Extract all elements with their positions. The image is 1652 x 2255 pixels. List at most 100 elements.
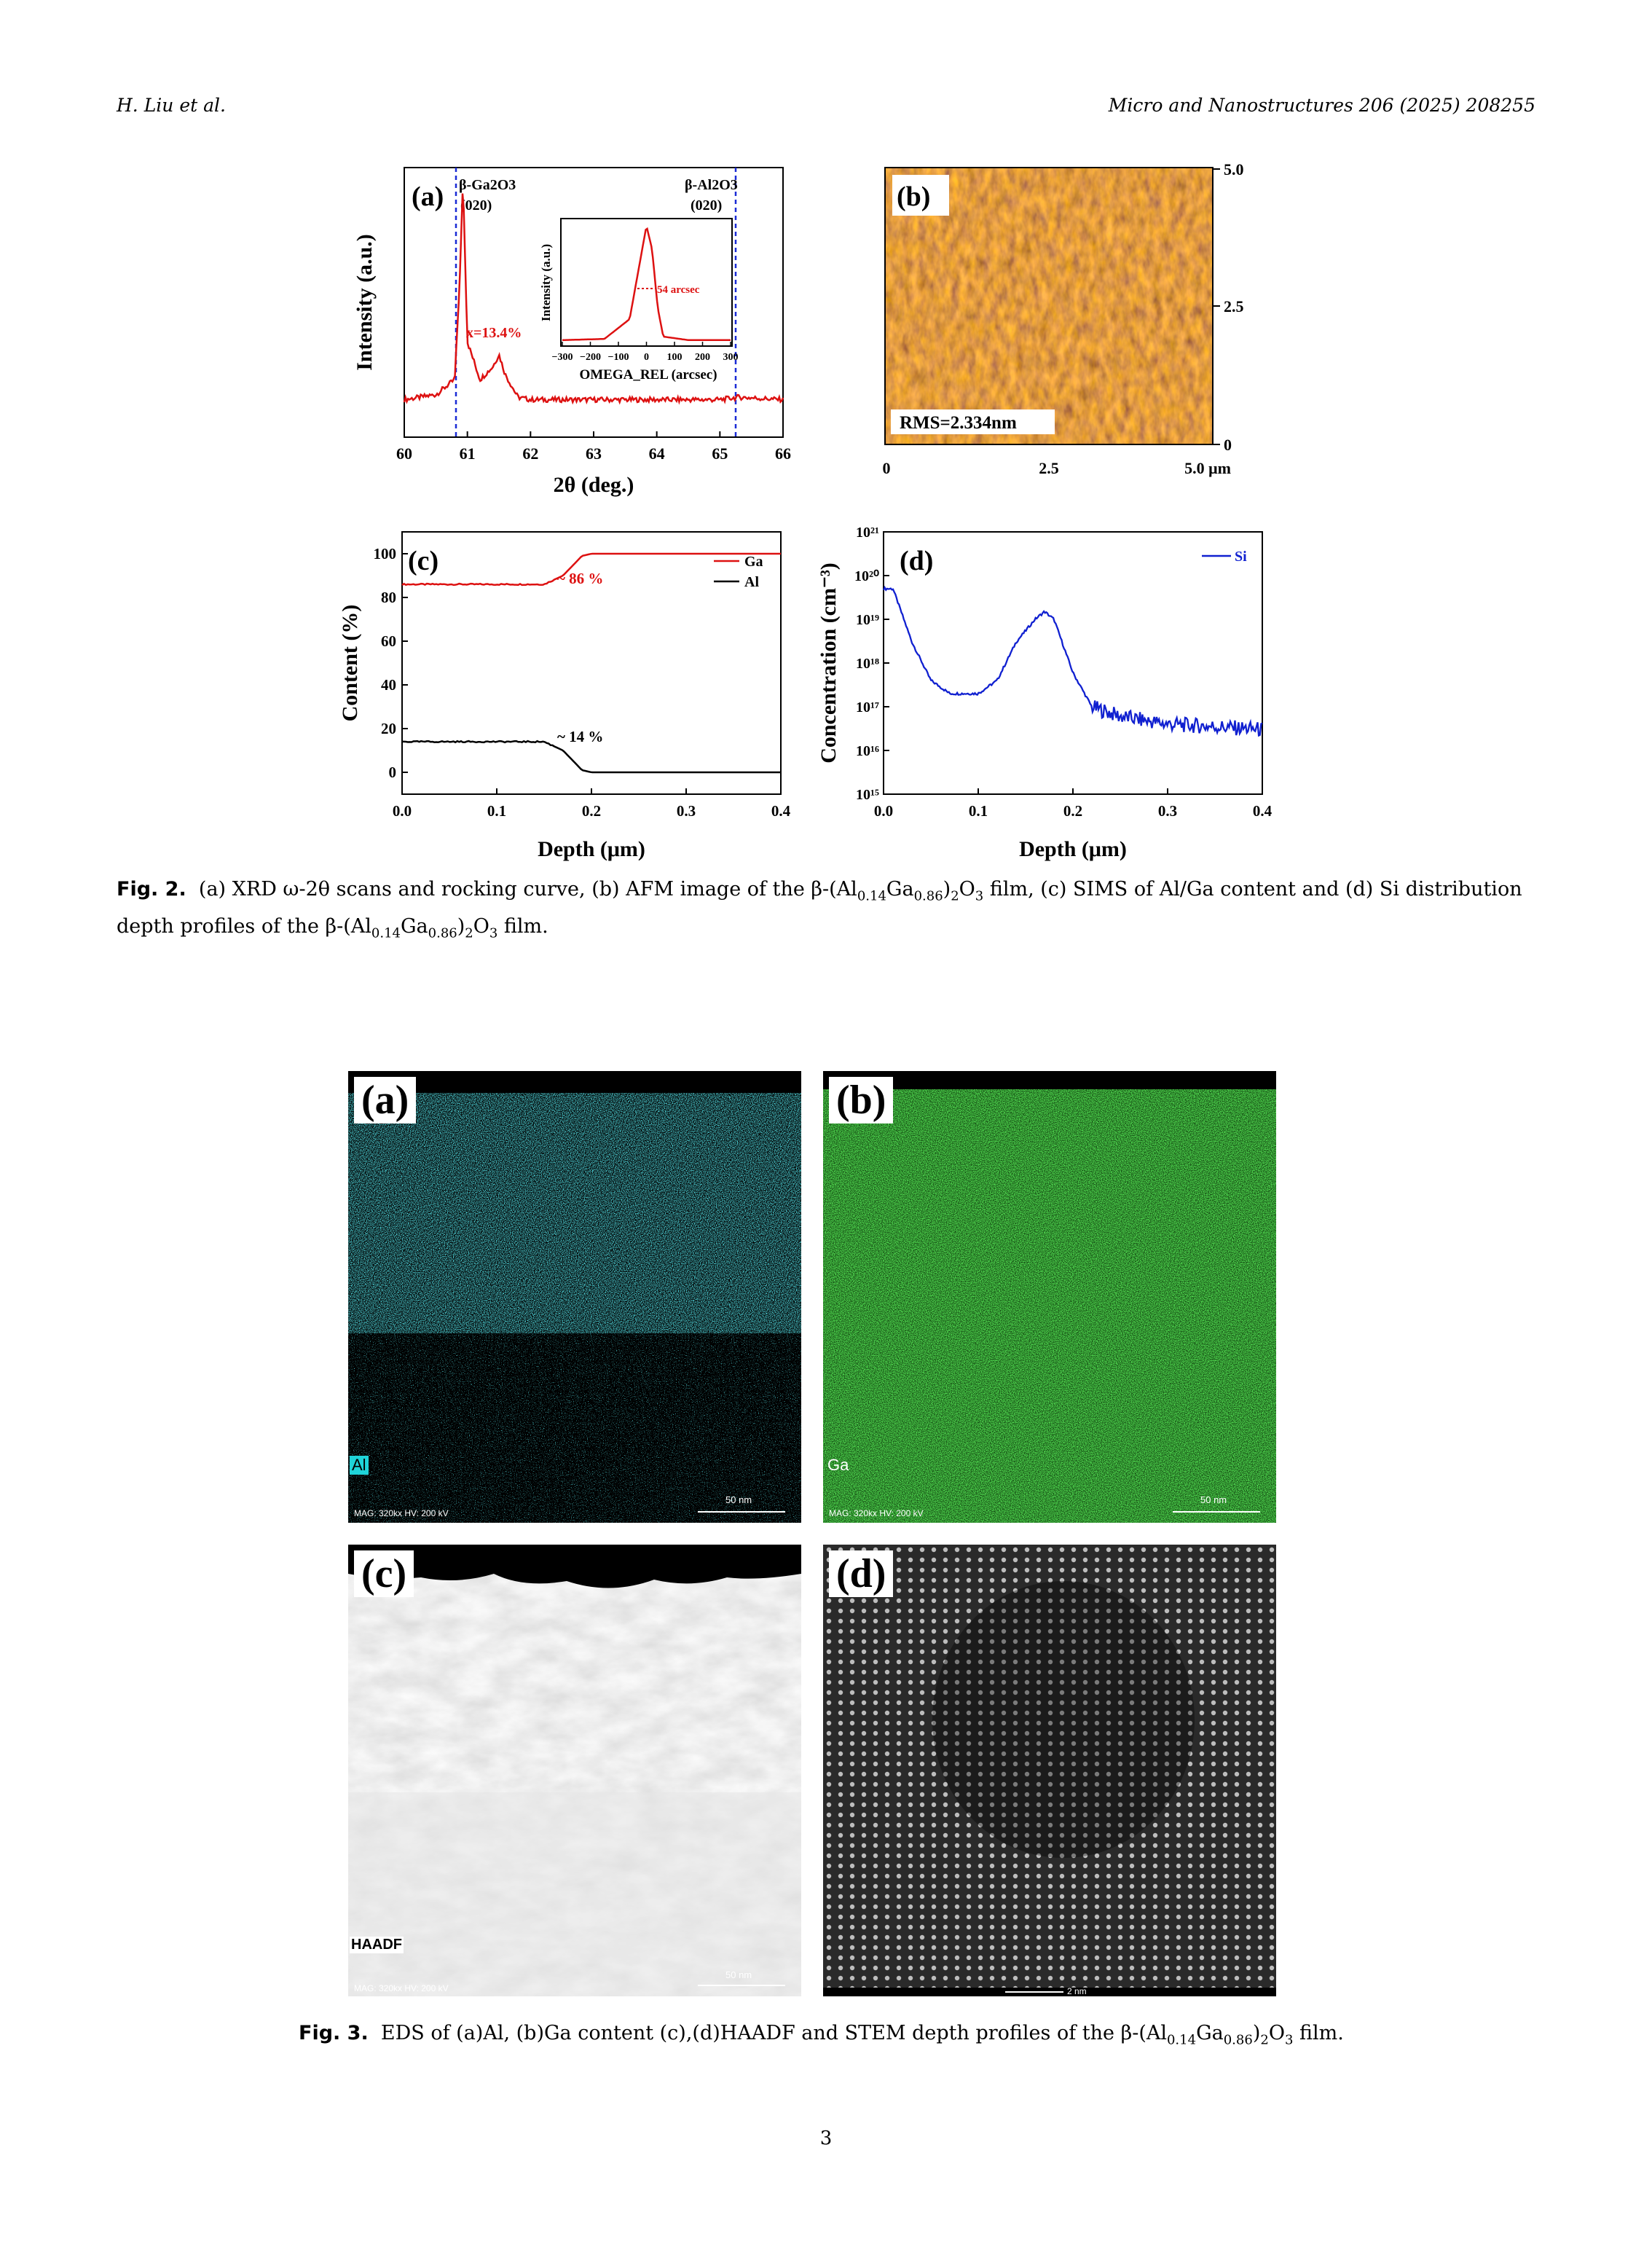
- fig2-caption: Fig. 2. (a) XRD ω-2θ scans and rocking c…: [117, 878, 1522, 941]
- fig2-panel-a: (a) Intensity (a.u.) 2θ (deg.) 60 61 62 63 6…: [353, 167, 791, 497]
- running-head-journal: Micro and Nanostructures 206 (2025) 2082…: [1108, 95, 1535, 116]
- panel-d-ylabel: Concentration (cm⁻³): [817, 562, 841, 764]
- a-xtick-label: 66: [775, 444, 791, 463]
- a-xtick-label: 61: [460, 444, 476, 463]
- a-xtick-label: 60: [396, 444, 412, 463]
- a-xtick-label: 62: [522, 444, 538, 463]
- d-ytick-label: 10¹⁶: [856, 743, 879, 759]
- panel-d-xlabel: Depth (μm): [1019, 837, 1127, 861]
- eds-b-scale: 50 nm: [1200, 1494, 1227, 1505]
- fig2-panel-c: (c) Content (%) Depth (μm) 0.0 0.1 0.2 0.3 0…: [338, 531, 791, 861]
- panel-d-label: (d): [900, 546, 933, 576]
- fig3-caption: Fig. 3. EDS of (a)Al, (b)Ga content (c),…: [299, 2022, 1344, 2048]
- d-ytick-label: 10²¹: [856, 525, 879, 541]
- d-xtick-label: 0.1: [969, 802, 988, 820]
- d-ytick-label: 10¹⁹: [856, 612, 879, 628]
- haadf-footer: MAG: 320kx HV: 200 kV: [354, 1983, 449, 1993]
- panel-a-label: (a): [412, 181, 444, 212]
- panel-c-ylabel: Content (%): [338, 605, 362, 722]
- d-ytick-label: 10²⁰: [854, 568, 879, 584]
- d-xtick-label: 0.2: [1063, 802, 1082, 820]
- stem-image: (d) 2 nm: [823, 1545, 1276, 1996]
- eds-a-scale: 50 nm: [725, 1494, 752, 1505]
- ann-ga: ~ 86 %: [557, 570, 603, 587]
- inset-xtick-label: 300: [723, 352, 739, 363]
- c-xtick-label: 0.0: [393, 802, 412, 820]
- x-annotation: x=13.4%: [466, 325, 522, 341]
- inset-ylabel: Intensity (a.u.): [539, 244, 553, 321]
- stem-d-label: (d): [829, 1550, 894, 1597]
- haadf-scale: 50 nm: [725, 1969, 752, 1980]
- eds-al-element: Al: [350, 1456, 369, 1475]
- inset-xtick-label: 100: [667, 352, 683, 363]
- eds-al-map: (a) Al MAG: 320kx HV: 200 kV 50 nm: [348, 1071, 801, 1523]
- ga-peak-hkl: (020): [460, 197, 492, 213]
- eds-a-footer: MAG: 320kx HV: 200 kV: [354, 1508, 449, 1518]
- legend-al: Al: [744, 574, 759, 590]
- afm-xtick-1: 2.5: [1039, 459, 1059, 477]
- eds-a-label: (a): [354, 1077, 417, 1123]
- afm-ytick-0: 5.0: [1224, 160, 1244, 179]
- si-profile-line: [882, 585, 1263, 737]
- c-xtick-label: 0.4: [771, 802, 791, 820]
- inset-xtick-label: 0: [644, 352, 649, 363]
- d-ytick-label: 10¹⁷: [856, 699, 879, 715]
- d-ytick-label: 10¹⁵: [856, 787, 879, 803]
- page-number: 3: [819, 2127, 833, 2149]
- eds-b-footer: MAG: 320kx HV: 200 kV: [829, 1508, 924, 1518]
- al-peak-label: β-Al2O3: [685, 177, 738, 193]
- ann-al: ~ 14 %: [557, 728, 603, 745]
- haadf-c-label: (c): [354, 1550, 414, 1597]
- fig2-caption-label: Fig. 2.: [117, 878, 186, 901]
- legend-si: Si: [1235, 549, 1247, 565]
- a-xtick-label: 65: [712, 444, 728, 463]
- c-ytick-label: 40: [381, 676, 396, 694]
- c-xtick-label: 0.2: [582, 802, 601, 820]
- al-content-line: [401, 740, 781, 774]
- d-ytick-label: 10¹⁸: [856, 656, 879, 672]
- haadf-image: (c) HAADF MAG: 320kx HV: 200 kV 50 nm: [348, 1545, 801, 1996]
- panel-c-label: (c): [408, 546, 438, 576]
- haadf-label: HAADF: [350, 1937, 404, 1953]
- afm-ytick-2: 0: [1224, 436, 1232, 454]
- running-head-authors: H. Liu et al.: [117, 95, 226, 116]
- a-xtick-label: 64: [649, 444, 665, 463]
- d-xtick-label: 0.0: [874, 802, 893, 820]
- al-peak-hkl: (020): [691, 197, 722, 213]
- inset-xtick-label: −300: [552, 352, 573, 363]
- ga-peak-label: β-Ga2O3: [459, 177, 516, 193]
- afm-ytick-1: 2.5: [1224, 297, 1244, 315]
- afm-xtick-0: 0: [883, 459, 891, 477]
- d-xtick-label: 0.4: [1253, 802, 1273, 820]
- xrd-scan-line: [403, 193, 784, 405]
- a-xtick-label: 63: [586, 444, 602, 463]
- ga-content-line: [401, 552, 781, 587]
- inset-xtick-label: −200: [580, 352, 601, 363]
- fig2-panel-d: (d) Concentration (cm⁻³) Depth (μm) 0.0 0…: [817, 525, 1273, 861]
- inset-annotation: 54 arcsec: [657, 284, 700, 296]
- afm-xtick-2: 5.0 μm: [1184, 459, 1231, 477]
- c-xtick-label: 0.1: [487, 802, 506, 820]
- inset-xlabel: OMEGA_REL (arcsec): [579, 367, 717, 383]
- c-ytick-label: 80: [381, 589, 396, 606]
- panel-a-xlabel: 2θ (deg.): [554, 473, 634, 497]
- c-ytick-label: 100: [374, 545, 397, 562]
- inset-xtick-label: −100: [608, 352, 629, 363]
- inset-xtick-label: 200: [695, 352, 710, 363]
- panel-a-ylabel: Intensity (a.u.): [353, 234, 377, 371]
- rocking-curve-line: [562, 227, 731, 342]
- eds-ga-map: (b) Ga MAG: 320kx HV: 200 kV 50 nm: [823, 1071, 1276, 1523]
- c-ytick-label: 20: [381, 720, 396, 737]
- eds-b-label: (b): [829, 1077, 894, 1123]
- stem-scale: 2 nm: [1067, 1986, 1087, 1996]
- c-xtick-label: 0.3: [677, 802, 696, 820]
- legend-ga: Ga: [744, 554, 763, 570]
- fig3-caption-label: Fig. 3.: [299, 2022, 369, 2044]
- panel-b-label: (b): [897, 181, 930, 212]
- c-ytick-label: 0: [389, 764, 397, 781]
- fig2-panel-b: (b) RMS=2.334nm 0 2.5 5.0 μm 5.0 2.5 0: [883, 160, 1244, 477]
- d-xtick-label: 0.3: [1158, 802, 1177, 820]
- panel-c-xlabel: Depth (μm): [538, 837, 645, 861]
- c-ytick-label: 60: [381, 632, 396, 650]
- rms-label: RMS=2.334nm: [900, 413, 1017, 433]
